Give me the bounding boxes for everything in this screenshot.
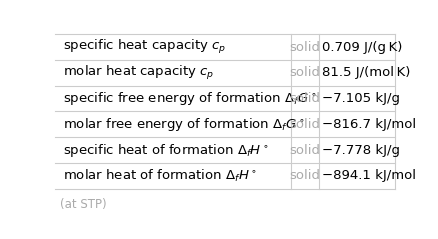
- Text: −7.778 kJ/g: −7.778 kJ/g: [321, 144, 399, 157]
- Text: solid: solid: [289, 66, 320, 79]
- Text: solid: solid: [289, 169, 320, 182]
- Text: −7.105 kJ/g: −7.105 kJ/g: [321, 92, 399, 105]
- Text: molar free energy of formation $\Delta_f G^\circ$: molar free energy of formation $\Delta_f…: [63, 116, 304, 133]
- Text: 0.709 J/(g K): 0.709 J/(g K): [321, 41, 401, 54]
- Text: solid: solid: [289, 144, 320, 157]
- Text: 81.5 J/(mol K): 81.5 J/(mol K): [321, 66, 410, 79]
- Text: (at STP): (at STP): [60, 198, 106, 211]
- Text: solid: solid: [289, 118, 320, 131]
- Text: solid: solid: [289, 41, 320, 54]
- Text: −816.7 kJ/mol: −816.7 kJ/mol: [321, 118, 415, 131]
- Text: specific heat of formation $\Delta_f H^\circ$: specific heat of formation $\Delta_f H^\…: [63, 142, 269, 159]
- Text: molar heat capacity $c_p$: molar heat capacity $c_p$: [63, 64, 214, 82]
- Text: −894.1 kJ/mol: −894.1 kJ/mol: [321, 169, 415, 182]
- Text: molar heat of formation $\Delta_f H^\circ$: molar heat of formation $\Delta_f H^\cir…: [63, 168, 257, 184]
- Text: specific free energy of formation $\Delta_f G^\circ$: specific free energy of formation $\Delt…: [63, 90, 316, 107]
- Text: solid: solid: [289, 92, 320, 105]
- Text: specific heat capacity $c_p$: specific heat capacity $c_p$: [63, 38, 226, 56]
